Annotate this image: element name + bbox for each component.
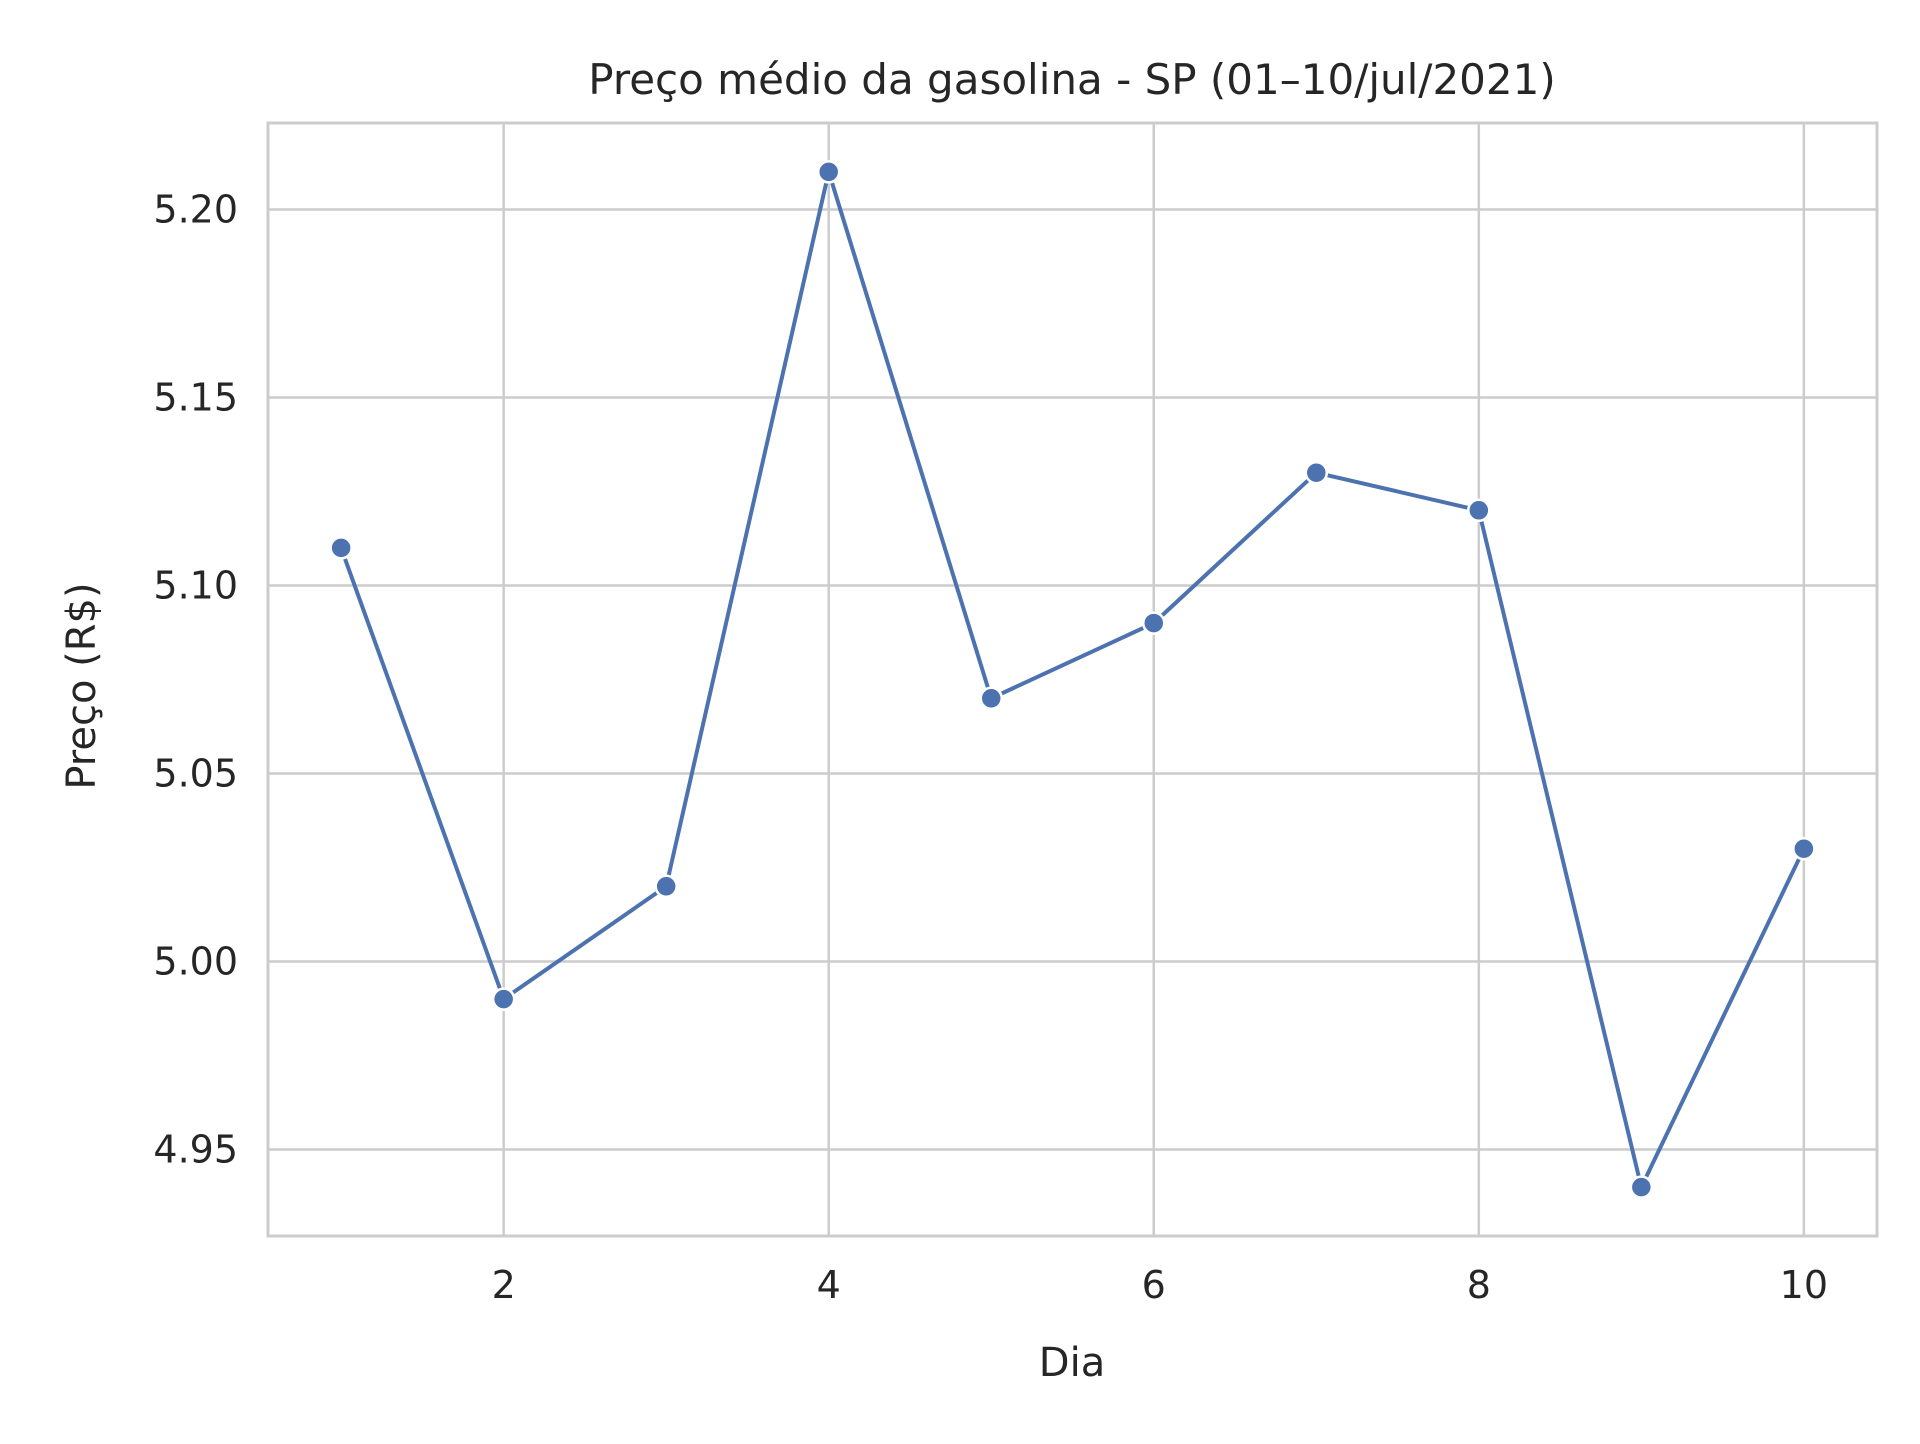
x-axis-label: Dia — [1039, 1340, 1105, 1386]
y-tick-label: 5.00 — [153, 940, 238, 984]
y-axis-label: Preço (R$) — [59, 582, 105, 789]
y-tick-label: 5.20 — [153, 187, 238, 231]
y-tick-label: 5.15 — [153, 375, 238, 419]
data-layer — [329, 160, 1816, 1199]
x-tick-label: 8 — [1467, 1263, 1491, 1307]
series-line — [339, 169, 1806, 1190]
tick-labels: 2 4 6 8 10 4.95 5.00 5.05 5.10 5.15 5.20 — [153, 187, 1828, 1307]
data-point — [491, 987, 516, 1011]
y-tick-label: 5.10 — [153, 563, 238, 607]
x-tick-label: 2 — [492, 1263, 516, 1307]
plot-frame — [266, 121, 1879, 1238]
y-tick-label: 5.05 — [153, 752, 238, 796]
data-point — [1304, 460, 1329, 485]
x-tick-label: 6 — [1142, 1263, 1166, 1307]
x-tick-label: 10 — [1780, 1263, 1828, 1307]
chart-title: Preço médio da gasolina - SP (01–10/jul/… — [588, 55, 1555, 104]
x-tick-label: 4 — [817, 1263, 841, 1307]
data-point — [1142, 611, 1166, 635]
data-point — [816, 160, 841, 184]
data-point — [1467, 498, 1491, 523]
data-point — [654, 874, 678, 899]
data-point — [1629, 1175, 1654, 1199]
data-point — [329, 536, 353, 560]
data-point — [1792, 836, 1816, 861]
data-point — [979, 686, 1003, 711]
grid-lines — [268, 123, 1877, 1236]
y-tick-label: 4.95 — [153, 1128, 238, 1172]
